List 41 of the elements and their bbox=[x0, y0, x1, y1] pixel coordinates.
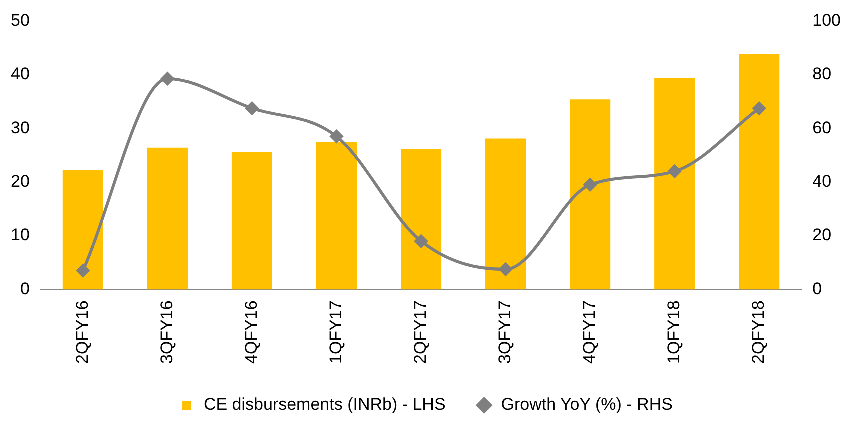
y2-tick-label: 80 bbox=[812, 64, 832, 84]
bar bbox=[232, 152, 273, 290]
x-tick-label: 1QFY17 bbox=[326, 300, 346, 364]
bar bbox=[316, 142, 358, 290]
point bbox=[246, 102, 259, 115]
point bbox=[414, 234, 428, 248]
bar bbox=[400, 150, 442, 290]
legend-label: Growth YoY (%) - RHS bbox=[501, 395, 673, 414]
y-tick-label: 40 bbox=[10, 64, 30, 84]
bar bbox=[654, 78, 696, 290]
y-tick-label: 30 bbox=[10, 118, 30, 138]
legend-label: CE disbursements (INRb) - LHS bbox=[204, 395, 446, 414]
x-tick-label: 1QFY18 bbox=[664, 300, 684, 364]
bar bbox=[147, 148, 188, 290]
point bbox=[499, 263, 512, 276]
point bbox=[584, 178, 597, 192]
y-tick-label: 10 bbox=[10, 226, 30, 245]
y2-tick-label: 0 bbox=[812, 279, 822, 298]
x-tick-label: 3QFY16 bbox=[157, 300, 176, 364]
bar bbox=[486, 138, 526, 290]
x-tick-label: 3QFY17 bbox=[495, 300, 514, 364]
y2-tick-label: 100 bbox=[812, 10, 842, 30]
x-tick-label: 2QFY18 bbox=[749, 300, 768, 364]
y2-tick-label: 60 bbox=[812, 118, 832, 138]
x-tick-label: 4QFY17 bbox=[580, 300, 600, 364]
point bbox=[752, 102, 766, 115]
y2-tick-label: 20 bbox=[812, 226, 832, 245]
point bbox=[668, 165, 682, 178]
bar bbox=[739, 54, 780, 290]
y2-tick-label: 40 bbox=[812, 172, 832, 191]
point bbox=[161, 72, 174, 86]
x-tick-label: 2QFY16 bbox=[72, 300, 92, 364]
y-tick-label: 50 bbox=[10, 10, 30, 30]
x-tick-label: 4QFY16 bbox=[242, 300, 261, 364]
y-tick-label: 0 bbox=[20, 279, 30, 298]
point bbox=[330, 130, 344, 144]
y-tick-label: 20 bbox=[10, 172, 30, 191]
bar bbox=[570, 100, 611, 290]
bar bbox=[62, 170, 104, 290]
x-tick-label: 2QFY17 bbox=[410, 300, 430, 364]
point bbox=[76, 264, 90, 278]
